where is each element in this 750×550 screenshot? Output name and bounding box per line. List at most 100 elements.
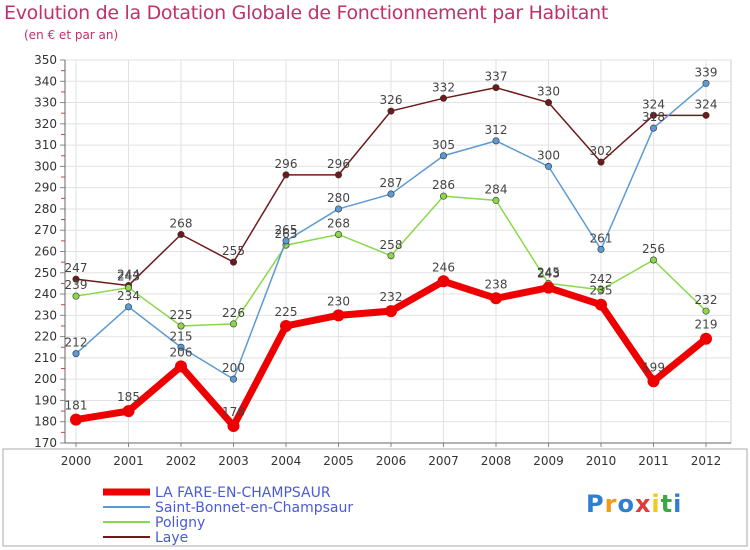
data-point	[227, 419, 240, 432]
data-point	[332, 309, 345, 322]
legend-entry: LA FARE-EN-CHAMPSAUR	[155, 485, 331, 501]
data-labels: 247 244 268 255 296 296 326 332 337 330 302 324 324 2…	[65, 65, 718, 419]
data-label: 300	[537, 148, 560, 162]
y-tick-label: 310	[34, 138, 57, 152]
data-point	[542, 281, 555, 294]
data-label: 185	[117, 390, 140, 404]
data-point	[544, 162, 552, 170]
x-tick-label: 2009	[533, 454, 564, 468]
data-label: 244	[117, 268, 140, 282]
logo-letter: x	[634, 490, 652, 518]
data-label: 261	[590, 231, 613, 245]
data-point	[72, 350, 80, 358]
data-label: 243	[117, 270, 140, 284]
data-label: 239	[65, 278, 88, 292]
data-point	[597, 245, 605, 253]
y-tick-label: 280	[34, 202, 57, 216]
x-tick-label: 2012	[691, 454, 722, 468]
x-tick-label: 2005	[323, 454, 354, 468]
data-point	[649, 124, 657, 132]
data-point	[280, 319, 292, 332]
logo-letter: i	[673, 490, 683, 518]
y-tick-label: 180	[34, 415, 57, 429]
y-tick-label: 170	[34, 436, 57, 450]
data-point	[647, 375, 660, 388]
data-point	[439, 192, 447, 200]
y-tick-label: 220	[34, 330, 57, 344]
proxiti-logo: Proxiti	[586, 490, 682, 518]
x-tick-label: 2002	[166, 454, 197, 468]
legend-entry: Laye	[155, 530, 188, 546]
data-point	[437, 275, 450, 288]
data-point	[177, 230, 185, 238]
data-label: 258	[380, 238, 403, 252]
data-point	[649, 111, 657, 119]
data-label: 232	[695, 293, 718, 307]
data-point	[702, 111, 710, 119]
y-tick-label: 250	[34, 266, 57, 280]
legend: LA FARE-EN-CHAMPSAURSaint-Bonnet-en-Cham…	[103, 485, 353, 546]
x-tick-label: 2004	[271, 454, 302, 468]
logo-letter: t	[660, 490, 674, 518]
data-point	[334, 230, 342, 238]
x-tick-label: 2000	[61, 454, 92, 468]
data-label: 324	[642, 97, 665, 111]
data-label: 263	[275, 227, 298, 241]
x-tick-label: 2011	[638, 454, 669, 468]
y-tick-label: 200	[34, 372, 57, 386]
data-label: 243	[537, 267, 560, 281]
data-label: 225	[170, 308, 193, 322]
series-group	[70, 79, 712, 432]
data-label: 337	[485, 70, 508, 84]
data-label: 245	[537, 265, 560, 279]
x-tick-label: 2010	[586, 454, 617, 468]
y-tick-label: 350	[34, 53, 57, 67]
axes: 170 180 190 200 210 220 230 240 250 260 270 280 290 3…	[34, 53, 731, 468]
data-label: 242	[590, 272, 613, 286]
data-label: 284	[485, 182, 508, 196]
logo-letter: r	[604, 490, 618, 518]
x-tick-label: 2001	[113, 454, 144, 468]
chart-title: Evolution de la Dotation Globale de Fonc…	[4, 2, 609, 24]
data-label: 247	[65, 261, 88, 275]
data-label: 324	[695, 97, 718, 111]
data-point	[544, 99, 552, 107]
data-point	[385, 305, 397, 318]
data-point	[72, 292, 80, 300]
legend-box	[2, 448, 748, 547]
data-point	[492, 196, 500, 204]
data-label: 200	[222, 361, 245, 375]
data-label: 268	[170, 216, 193, 230]
logo-letter: i	[651, 490, 661, 518]
data-point	[387, 252, 395, 260]
y-tick-label: 300	[34, 159, 57, 173]
data-point	[649, 256, 657, 264]
data-point	[597, 158, 605, 166]
data-label: 268	[327, 216, 350, 230]
data-label: 178	[222, 405, 245, 419]
data-label: 339	[695, 65, 718, 79]
data-point	[175, 360, 187, 373]
y-tick-label: 190	[34, 393, 57, 407]
data-label: 318	[642, 110, 665, 124]
data-point	[334, 171, 342, 179]
data-point	[387, 107, 395, 115]
data-label: 287	[380, 176, 403, 190]
data-label: 235	[590, 284, 613, 298]
data-point	[230, 375, 238, 383]
chart-subtitle: (en € et par an)	[24, 28, 119, 42]
data-point	[492, 137, 500, 145]
data-label: 302	[590, 144, 613, 158]
data-point	[490, 292, 502, 305]
data-point	[72, 275, 80, 283]
y-tick-label: 210	[34, 351, 57, 365]
logo-letter: P	[586, 490, 605, 518]
data-point	[177, 322, 185, 330]
legend-entry: Saint-Bonnet-en-Champsaur	[155, 500, 353, 516]
data-label: 225	[275, 305, 298, 319]
data-label: 305	[432, 138, 455, 152]
data-label: 312	[485, 123, 508, 137]
data-label: 212	[65, 336, 88, 350]
y-tick-label: 270	[34, 223, 57, 237]
